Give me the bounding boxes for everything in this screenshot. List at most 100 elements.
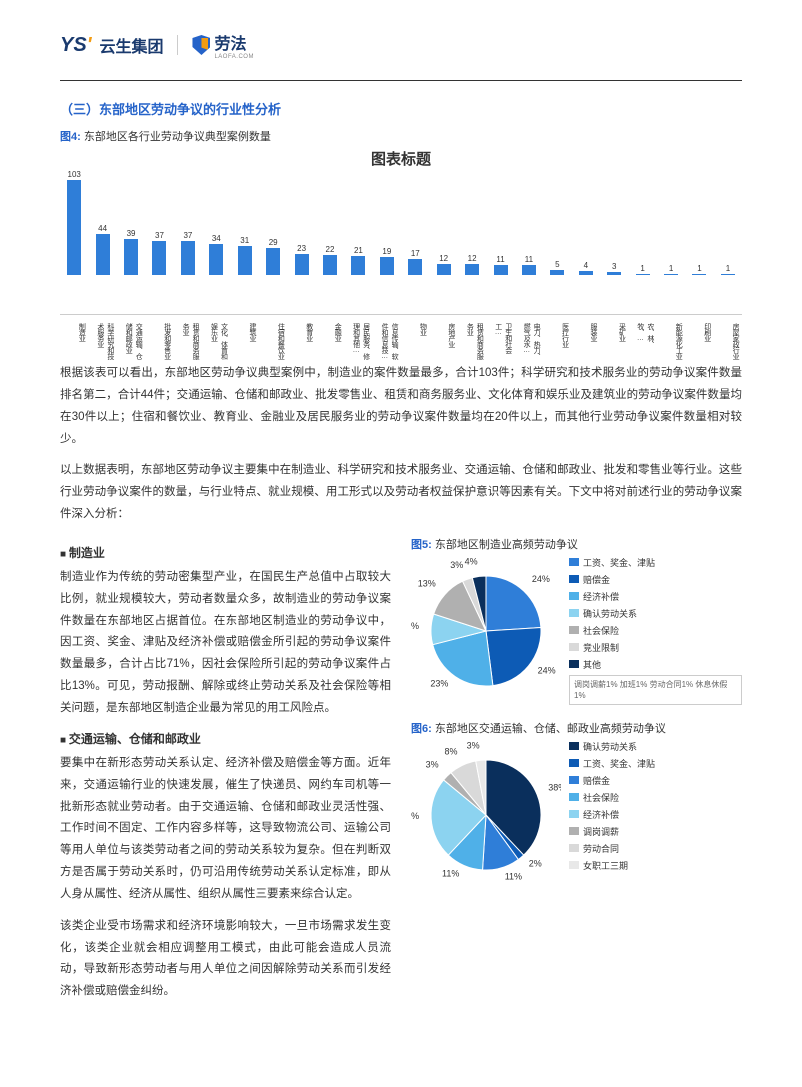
- bar-label: 交通运输、仓储和邮政业: [119, 323, 143, 363]
- bar-label: 物业: [403, 323, 427, 363]
- fig5-label: 图5:: [411, 539, 432, 551]
- legend-item: 经济补偿: [569, 590, 742, 603]
- bar-item: 1: [659, 264, 683, 275]
- bar-item: 4: [574, 261, 598, 275]
- bar-label: 房地产业: [431, 323, 455, 363]
- fig4-bar-labels: 制造业科学研究和技术服务业交通运输、仓储和邮政业批发和零售业租赁和商务服务业文化…: [60, 323, 742, 363]
- shield-icon: [192, 35, 210, 55]
- fig6-pie-chart: 38%2%11%11%24%3%8%3%: [411, 740, 561, 890]
- bar-item: 34: [204, 234, 228, 275]
- legend-item: 竞业限制: [569, 641, 742, 654]
- bar-label: 新能源化工业: [659, 323, 683, 363]
- legend-item: 工资、奖金、津贴: [569, 556, 742, 569]
- legend-item: 其他: [569, 658, 742, 671]
- bar-item: 11: [517, 255, 541, 275]
- fig5-legend: 工资、奖金、津贴赔偿金经济补偿确认劳动关系社会保险竞业限制其他调岗调薪1% 加班…: [569, 556, 742, 705]
- bar-item: 31: [233, 236, 257, 275]
- bar-item: 11: [488, 255, 512, 275]
- legend-item: 确认劳动关系: [569, 607, 742, 620]
- paragraph-4: 要集中在新形态劳动关系认定、经济补偿及赔偿金等方面。近年来，交通运输行业的快速发…: [60, 753, 391, 906]
- legend-item: 赔偿金: [569, 774, 742, 787]
- page-header: YS' 云生集团 劳法 LAOFA.COM: [60, 30, 742, 60]
- bar-item: 23: [289, 244, 313, 275]
- logo-laofa: 劳法 LAOFA.COM: [192, 30, 254, 60]
- legend-item: 赔偿金: [569, 573, 742, 586]
- bar-label: 房屋家政行业: [716, 323, 740, 363]
- svg-text:3%: 3%: [426, 760, 439, 770]
- bar-label: 制造业: [62, 323, 86, 363]
- bar-item: 37: [147, 231, 171, 275]
- fig5-caption: 图5: 东部地区制造业高频劳动争议: [411, 536, 742, 552]
- fig4-chart-title: 图表标题: [60, 148, 742, 169]
- fig6-block: 图6: 东部地区交通运输、仓储、邮政业高频劳动争议 38%2%11%11%24%…: [411, 720, 742, 890]
- bar-item: 1: [630, 264, 654, 275]
- bar-item: 37: [176, 231, 200, 275]
- bar-label: 电力、热力、燃气及水…: [517, 323, 541, 363]
- bar-item: 1: [716, 264, 740, 275]
- bar-label: 医疗行业: [545, 323, 569, 363]
- subhead-transport: 交通运输、仓储和邮政业: [60, 730, 391, 747]
- svg-text:9%: 9%: [411, 621, 419, 631]
- bar-item: 19: [375, 247, 399, 275]
- bar-label: 住宿和餐饮业: [261, 323, 285, 363]
- legend-item: 工资、奖金、津贴: [569, 757, 742, 770]
- bar-item: 39: [119, 229, 143, 275]
- bar-label: 信息传输、软件和信息技…: [375, 323, 399, 363]
- divider-icon: [177, 35, 178, 55]
- fig6-caption-text: 东部地区交通运输、仓储、邮政业高频劳动争议: [435, 723, 666, 735]
- svg-text:38%: 38%: [548, 782, 561, 792]
- paragraph-5: 该类企业受市场需求和经济环境影响较大，一旦市场需求发生变化，该类企业就会相应调整…: [60, 916, 391, 1003]
- svg-text:24%: 24%: [538, 666, 556, 676]
- svg-text:4%: 4%: [465, 556, 478, 566]
- subhead-manufacturing: 制造业: [60, 544, 391, 561]
- fig6-label: 图6:: [411, 723, 432, 735]
- bar-label: 租赁和商务服务业: [176, 323, 200, 363]
- svg-text:3%: 3%: [450, 560, 463, 570]
- bar-label: 金融业: [318, 323, 342, 363]
- svg-text:8%: 8%: [444, 746, 457, 756]
- fig5-pie-chart: 24%24%23%9%13%3%4%: [411, 556, 561, 706]
- bar-item: 29: [261, 238, 285, 275]
- section-title: （三）东部地区劳动争议的行业性分析: [60, 99, 742, 118]
- legend-item: 调岗调薪: [569, 825, 742, 838]
- fig6-caption: 图6: 东部地区交通运输、仓储、邮政业高频劳动争议: [411, 720, 742, 736]
- bar-item: 44: [90, 224, 114, 275]
- legend-item: 经济补偿: [569, 808, 742, 821]
- bar-label: 卫生和社会工…: [488, 323, 512, 363]
- bar-label: 租赁和商务服务业: [460, 323, 484, 363]
- brand-laofa: 劳法: [214, 36, 246, 53]
- fig6-legend: 确认劳动关系工资、奖金、津贴赔偿金社会保险经济补偿调岗调薪劳动合同女职工三期: [569, 740, 742, 876]
- bar-item: 21: [346, 246, 370, 275]
- bar-item: 3: [602, 262, 626, 275]
- header-rule: [60, 80, 742, 81]
- legend-item: 社会保险: [569, 624, 742, 637]
- bar-label: 服装业: [574, 323, 598, 363]
- svg-text:23%: 23%: [430, 678, 448, 688]
- fig4-caption: 图4: 东部地区各行业劳动争议典型案例数量: [60, 128, 742, 144]
- svg-text:24%: 24%: [532, 574, 550, 584]
- bar-label: 批发和零售业: [147, 323, 171, 363]
- bar-label: 采矿业: [602, 323, 626, 363]
- bar-item: 17: [403, 249, 427, 275]
- bar-item: 1: [687, 264, 711, 275]
- legend-item: 社会保险: [569, 791, 742, 804]
- brand-yunsheng: 云生集团: [99, 33, 163, 57]
- bar-label: 印刷业: [687, 323, 711, 363]
- bar-item: 12: [460, 254, 484, 275]
- bar-item: 5: [545, 260, 569, 275]
- bar-label: 农、林、牧、…: [630, 323, 654, 363]
- paragraph-2: 以上数据表明，东部地区劳动争议主要集中在制造业、科学研究和技术服务业、交通运输、…: [60, 460, 742, 526]
- legend-item: 女职工三期: [569, 859, 742, 872]
- svg-text:24%: 24%: [411, 811, 419, 821]
- bar-label: 科学研究和技术服务业: [90, 323, 114, 363]
- legend-note: 调岗调薪1% 加班1% 劳动合同1% 休息休假1%: [569, 675, 742, 705]
- fig4-bar-chart: 1034439373734312923222119171212111154311…: [60, 175, 742, 315]
- fig5-caption-text: 东部地区制造业高频劳动争议: [435, 539, 578, 551]
- bar-label: 居民服务、修理和其他…: [346, 323, 370, 363]
- bar-label: 文化、体育和娱乐业: [204, 323, 228, 363]
- logo-ys: YS': [60, 34, 91, 57]
- svg-text:2%: 2%: [529, 859, 542, 869]
- bar-label: 教育业: [289, 323, 313, 363]
- paragraph-1: 根据该表可以看出，东部地区劳动争议典型案例中，制造业的案件数量最多，合计103件…: [60, 363, 742, 450]
- brand-laofa-sub: LAOFA.COM: [214, 54, 254, 60]
